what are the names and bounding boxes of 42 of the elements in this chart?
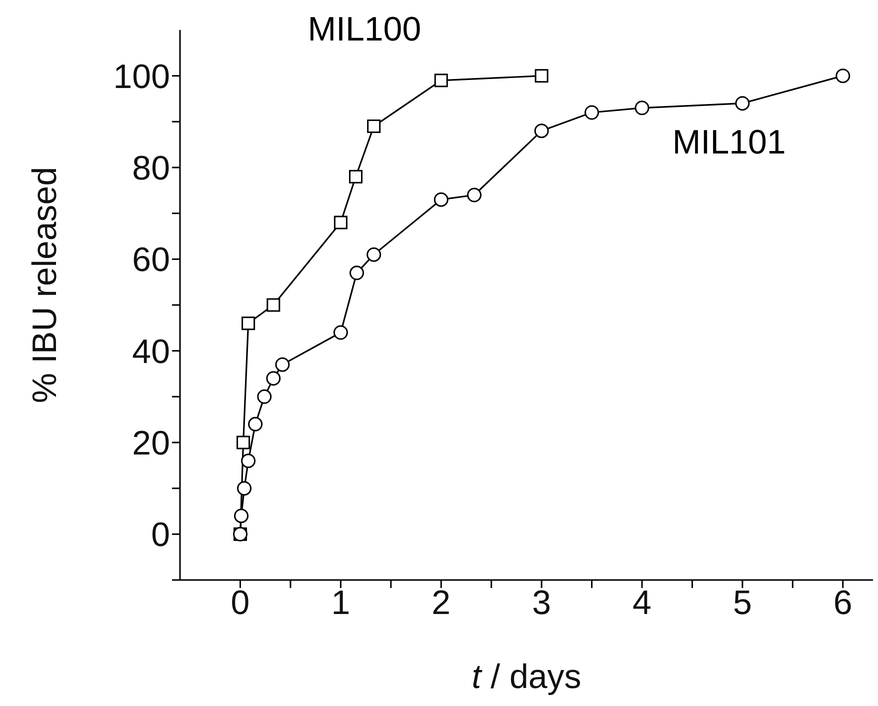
point xyxy=(266,371,281,386)
x-tick-label: 0 xyxy=(230,584,250,622)
point xyxy=(333,325,348,340)
point xyxy=(234,508,249,524)
y-tick-label: 40 xyxy=(132,332,170,371)
point xyxy=(275,357,290,372)
point xyxy=(584,105,600,120)
y-tick-label: 80 xyxy=(132,150,170,188)
x-axis-title: t / days xyxy=(472,658,582,696)
point xyxy=(836,68,850,84)
point xyxy=(236,436,250,450)
point xyxy=(266,298,280,312)
point xyxy=(257,389,272,404)
y-tick-label: 0 xyxy=(151,516,170,554)
series-label: MIL100 xyxy=(308,10,422,48)
point xyxy=(237,481,252,496)
x-tick-label: 6 xyxy=(833,584,852,622)
x-tick-label: 4 xyxy=(632,584,652,622)
point xyxy=(349,170,363,184)
x-tick-label: 1 xyxy=(331,584,350,622)
point xyxy=(735,96,750,111)
series-label: MIL101 xyxy=(672,123,786,162)
x-tick-label: 5 xyxy=(732,584,752,622)
point xyxy=(367,120,381,133)
point xyxy=(350,266,364,280)
point xyxy=(534,69,548,83)
point xyxy=(434,74,448,88)
y-tick-label: 20 xyxy=(132,424,170,463)
point xyxy=(366,247,382,262)
point xyxy=(434,192,448,207)
x-tick-label: 3 xyxy=(532,584,552,622)
point xyxy=(248,416,263,432)
y-axis-title: % IBU released xyxy=(26,166,64,404)
point xyxy=(334,216,348,230)
point xyxy=(534,124,549,138)
x-tick-label: 2 xyxy=(432,584,451,622)
point xyxy=(467,188,482,202)
point xyxy=(241,454,256,468)
point xyxy=(634,100,650,116)
point xyxy=(242,316,256,330)
y-tick-label: 100 xyxy=(113,58,170,96)
y-tick-label: 60 xyxy=(132,241,170,280)
